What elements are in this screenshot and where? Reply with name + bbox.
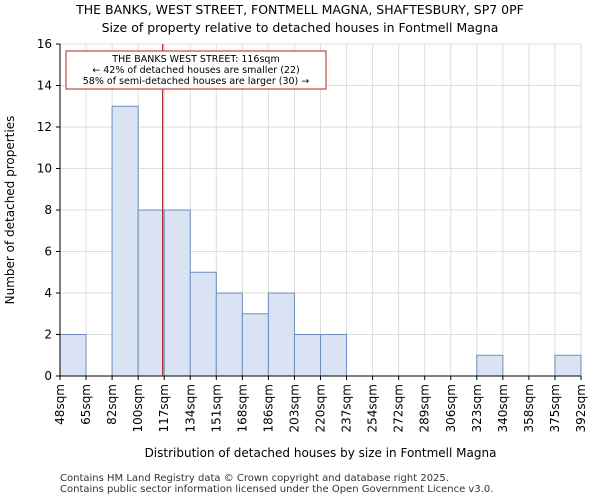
x-tick-label: 237sqm	[340, 384, 354, 432]
y-axis-title: Number of detached properties	[3, 116, 17, 305]
histogram-bar	[476, 354, 504, 377]
x-tick-label: 220sqm	[314, 384, 328, 432]
y-tick-label: 12	[37, 120, 52, 134]
x-tick-label: 168sqm	[235, 384, 249, 432]
x-tick-label: 117sqm	[157, 384, 171, 432]
annotation-line: THE BANKS WEST STREET: 116sqm	[111, 54, 279, 65]
chart-title-line1: THE BANKS, WEST STREET, FONTMELL MAGNA, …	[76, 2, 524, 17]
histogram-bar	[554, 354, 582, 377]
bar-layer	[59, 105, 582, 377]
x-tick-label: 65sqm	[79, 384, 93, 425]
y-tick-label: 8	[44, 203, 52, 217]
y-tick-label: 10	[37, 162, 52, 176]
histogram-bar	[189, 271, 217, 377]
x-tick-label: 289sqm	[418, 384, 432, 432]
histogram-bar	[163, 209, 191, 377]
x-tick-label: 48sqm	[53, 384, 67, 425]
x-tick-label: 100sqm	[131, 384, 145, 432]
histogram-bar	[137, 209, 165, 377]
footer-licence: Contains public sector information licen…	[60, 484, 494, 495]
x-tick-label: 323sqm	[470, 384, 484, 432]
annotation-line: ← 42% of detached houses are smaller (22…	[92, 65, 299, 76]
x-tick-label: 151sqm	[209, 384, 223, 432]
annotation-line: 58% of semi-detached houses are larger (…	[83, 76, 310, 87]
x-tick-label: 375sqm	[548, 384, 562, 432]
histogram-bar	[111, 105, 139, 377]
histogram-bar	[320, 334, 348, 377]
annotation-box	[65, 50, 327, 90]
y-tick-label: 16	[37, 37, 52, 51]
y-tick-label: 2	[44, 328, 52, 342]
x-tick-label: 203sqm	[287, 384, 301, 432]
x-tick-label: 306sqm	[444, 384, 458, 432]
x-tick-label: 272sqm	[392, 384, 406, 432]
histogram-bar	[241, 313, 269, 377]
y-tick-label: 4	[44, 286, 52, 300]
x-axis-title: Distribution of detached houses by size …	[145, 446, 497, 460]
histogram-chart: 0 2 4 6 8 10 12 14 16 48sqm 65sqm 82sqm 100sqm 117sqm…	[3, 37, 588, 460]
x-tick-label: 186sqm	[261, 384, 275, 432]
chart-title-line2: Size of property relative to detached ho…	[101, 20, 499, 35]
x-tick-label: 392sqm	[574, 384, 588, 432]
x-tick-label: 254sqm	[366, 384, 380, 432]
histogram-bar	[293, 334, 322, 377]
x-tick-label: 340sqm	[496, 384, 510, 432]
axis-layer: 0 2 4 6 8 10 12 14 16 48sqm 65sqm 82sqm 100sqm 117sqm…	[3, 37, 588, 460]
histogram-bar	[215, 292, 243, 377]
footer-copyright: Contains HM Land Registry data © Crown c…	[60, 473, 449, 484]
y-tick-label: 0	[44, 369, 52, 383]
marker-layer: THE BANKS WEST STREET: 116sqm← 42% of de…	[65, 44, 327, 376]
histogram-bar	[59, 334, 87, 377]
x-tick-label: 134sqm	[183, 384, 197, 432]
histogram-bar	[267, 292, 295, 377]
y-tick-label: 14	[37, 79, 52, 93]
y-tick-label: 6	[44, 245, 52, 259]
x-tick-label: 82sqm	[105, 384, 119, 425]
x-tick-label: 358sqm	[522, 384, 536, 432]
